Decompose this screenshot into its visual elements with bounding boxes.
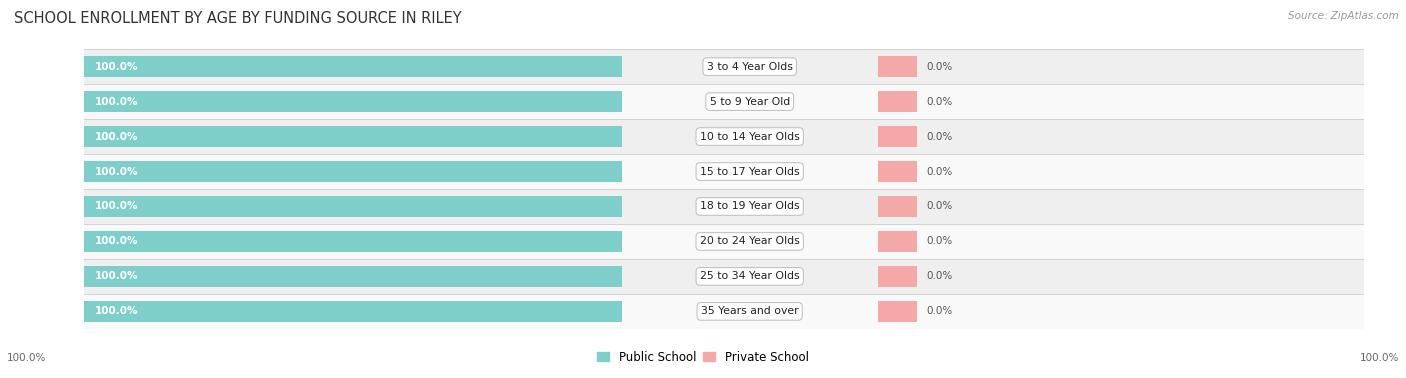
Text: 0.0%: 0.0%	[927, 271, 952, 281]
Bar	[877, 231, 917, 252]
Text: 20 to 24 Year Olds: 20 to 24 Year Olds	[700, 237, 800, 246]
Text: 100.0%: 100.0%	[96, 97, 139, 107]
Text: 100.0%: 100.0%	[96, 62, 139, 71]
Bar	[0, 294, 1406, 329]
Bar	[877, 56, 917, 77]
Bar	[0, 294, 1406, 329]
Bar	[0, 259, 1406, 294]
Bar	[0, 189, 1406, 224]
Bar	[0, 189, 1406, 224]
Bar	[0, 259, 1406, 294]
Bar	[877, 91, 917, 112]
Bar	[84, 56, 621, 77]
Bar	[0, 49, 1406, 84]
Bar	[877, 126, 917, 147]
Bar	[0, 119, 1406, 154]
Text: 35 Years and over: 35 Years and over	[700, 307, 799, 316]
Bar	[0, 154, 1406, 189]
Text: 5 to 9 Year Old: 5 to 9 Year Old	[710, 97, 790, 107]
Bar	[0, 224, 1406, 259]
Bar	[0, 224, 1406, 259]
Text: 15 to 17 Year Olds: 15 to 17 Year Olds	[700, 167, 800, 177]
Text: 100.0%: 100.0%	[96, 271, 139, 281]
Bar	[84, 126, 621, 147]
Bar	[0, 119, 1406, 154]
Bar	[84, 301, 621, 322]
Text: 0.0%: 0.0%	[927, 237, 952, 246]
Text: 100.0%: 100.0%	[1360, 353, 1399, 363]
Text: 100.0%: 100.0%	[7, 353, 46, 363]
Bar	[877, 161, 917, 182]
Text: 0.0%: 0.0%	[927, 201, 952, 211]
Text: 0.0%: 0.0%	[927, 307, 952, 316]
Bar	[0, 224, 1406, 259]
Text: 10 to 14 Year Olds: 10 to 14 Year Olds	[700, 132, 800, 141]
Text: 18 to 19 Year Olds: 18 to 19 Year Olds	[700, 201, 800, 211]
Text: 0.0%: 0.0%	[927, 132, 952, 141]
Bar	[0, 259, 1406, 294]
Text: 100.0%: 100.0%	[96, 307, 139, 316]
Bar	[0, 154, 1406, 189]
Text: 100.0%: 100.0%	[96, 132, 139, 141]
Bar	[0, 294, 1406, 329]
Bar	[877, 301, 917, 322]
Bar	[84, 161, 621, 182]
Text: 0.0%: 0.0%	[927, 62, 952, 71]
Text: 0.0%: 0.0%	[927, 97, 952, 107]
Bar	[0, 189, 1406, 224]
Text: 100.0%: 100.0%	[96, 237, 139, 246]
Text: 100.0%: 100.0%	[96, 167, 139, 177]
Bar	[0, 154, 1406, 189]
Text: Source: ZipAtlas.com: Source: ZipAtlas.com	[1288, 11, 1399, 21]
Text: 3 to 4 Year Olds: 3 to 4 Year Olds	[707, 62, 793, 71]
Bar	[0, 49, 1406, 84]
Bar	[84, 91, 621, 112]
Bar	[84, 231, 621, 252]
Bar	[877, 266, 917, 287]
Text: SCHOOL ENROLLMENT BY AGE BY FUNDING SOURCE IN RILEY: SCHOOL ENROLLMENT BY AGE BY FUNDING SOUR…	[14, 11, 461, 26]
Bar	[0, 84, 1406, 119]
Bar	[877, 196, 917, 217]
Legend: Public School, Private School: Public School, Private School	[593, 346, 813, 368]
Bar	[0, 49, 1406, 84]
Bar	[0, 84, 1406, 119]
Text: 0.0%: 0.0%	[927, 167, 952, 177]
Bar	[84, 196, 621, 217]
Bar	[84, 266, 621, 287]
Text: 100.0%: 100.0%	[96, 201, 139, 211]
Text: 25 to 34 Year Olds: 25 to 34 Year Olds	[700, 271, 800, 281]
Bar	[0, 84, 1406, 119]
Bar	[0, 119, 1406, 154]
